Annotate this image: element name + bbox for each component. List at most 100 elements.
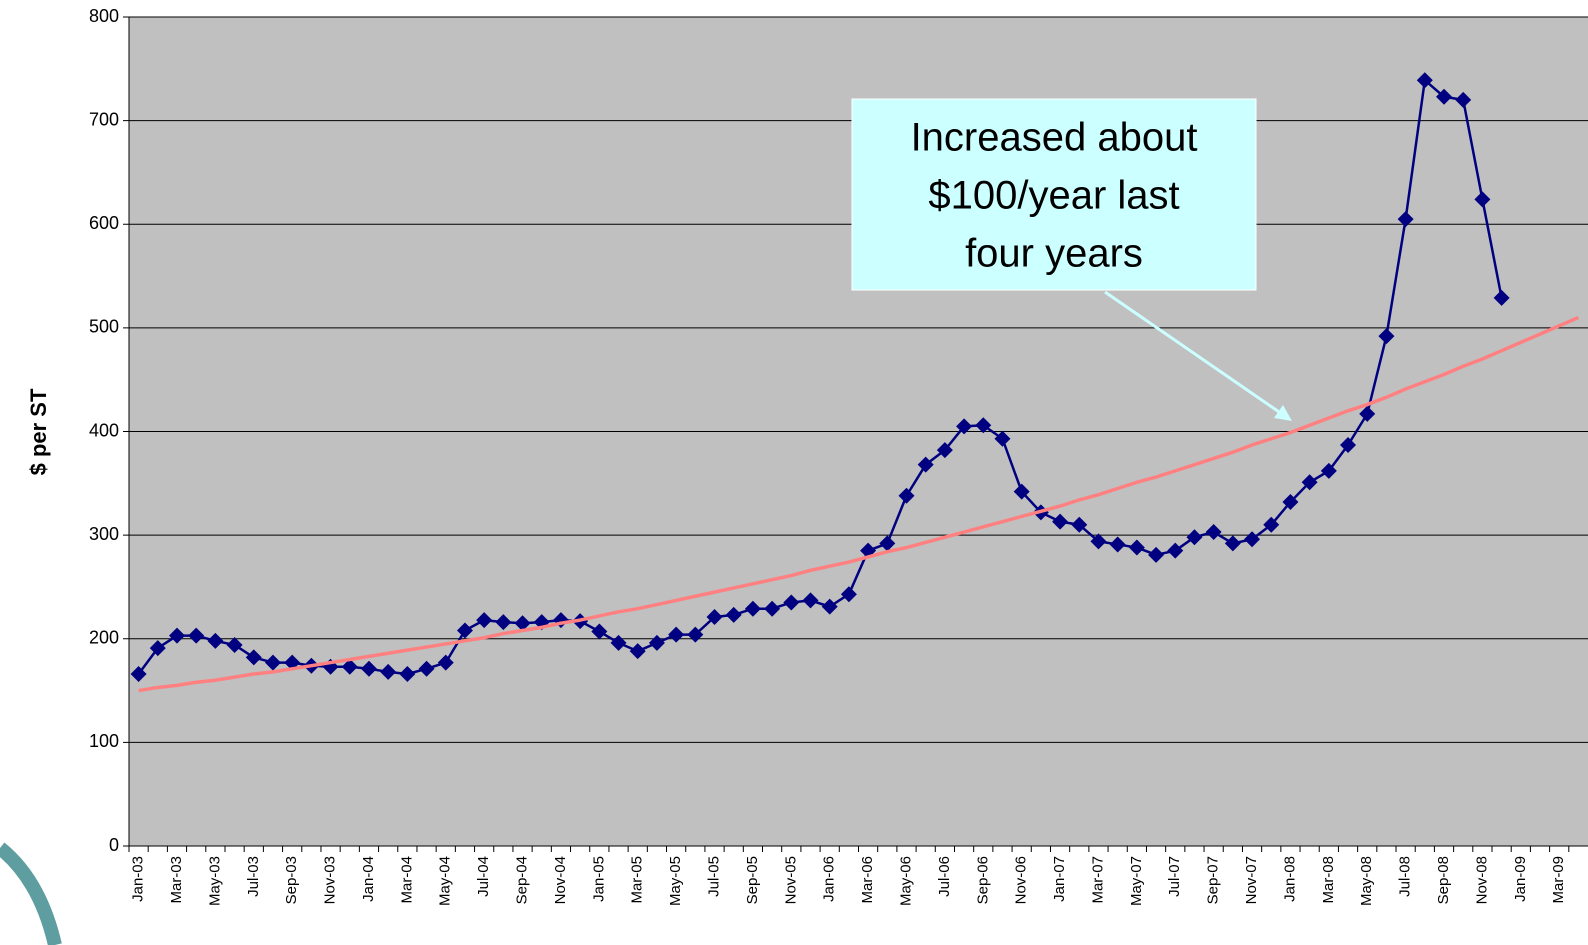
data-point (495, 614, 512, 631)
data-point (975, 417, 992, 434)
y-tick-label: 300 (89, 524, 119, 544)
data-point (725, 606, 742, 623)
y-tick-label: 800 (89, 6, 119, 26)
data-point (380, 663, 397, 680)
x-tick-label: Sep-08 (1435, 856, 1452, 904)
data-point (1013, 483, 1030, 500)
x-tick-label: May-08 (1358, 856, 1375, 906)
data-point (1148, 546, 1165, 563)
x-tick-label: Sep-03 (283, 856, 300, 904)
data-point (1320, 462, 1337, 479)
data-point (1340, 436, 1357, 453)
data-point (1052, 513, 1069, 530)
x-tick-label: Jul-06 (936, 856, 953, 897)
x-tick-label: Mar-06 (859, 856, 876, 904)
data-point (917, 456, 934, 473)
data-point (1378, 328, 1395, 345)
data-point (456, 622, 473, 639)
data-point (956, 418, 973, 435)
x-tick-label: Jan-05 (590, 856, 607, 902)
x-tick-label: Jan-07 (1051, 856, 1068, 902)
data-point (1244, 531, 1261, 548)
data-point (188, 627, 205, 644)
data-point (648, 634, 665, 651)
data-point (687, 626, 704, 643)
data-point (783, 594, 800, 611)
data-point (1416, 72, 1433, 89)
data-point (1282, 493, 1299, 510)
annotation-text: four years (965, 232, 1143, 276)
data-point (264, 654, 281, 671)
x-tick-label: May-06 (897, 856, 914, 906)
decoration (0, 842, 62, 945)
data-point (418, 660, 435, 677)
x-tick-label: May-03 (206, 856, 223, 906)
data-point (1071, 516, 1088, 533)
data-point (1436, 88, 1453, 105)
data-point (610, 634, 627, 651)
data-point (1493, 289, 1510, 306)
annotation-text: $100/year last (928, 174, 1179, 218)
x-tick-label: Mar-07 (1089, 856, 1106, 904)
data-point (802, 592, 819, 609)
data-point (764, 600, 781, 617)
data-point (130, 665, 147, 682)
data-point (898, 487, 915, 504)
data-point (245, 649, 262, 666)
x-tick-label: Jan-08 (1281, 856, 1298, 902)
x-tick-label: Nov-08 (1473, 856, 1490, 904)
data-point (437, 654, 454, 671)
y-tick-label: 0 (109, 835, 119, 855)
annotation-box (851, 98, 1257, 291)
data-point (399, 665, 416, 682)
x-tick-label: Mar-05 (629, 856, 646, 904)
data-point (1397, 211, 1414, 228)
data-point (1455, 91, 1472, 108)
x-tick-label: Sep-07 (1205, 856, 1222, 904)
x-tick-label: Jan-03 (130, 856, 147, 902)
data-point (706, 608, 723, 625)
x-tick-label: Mar-08 (1320, 856, 1337, 904)
x-tick-label: Jul-07 (1166, 856, 1183, 897)
data-point (821, 598, 838, 615)
series-line (138, 315, 1580, 693)
data-point (341, 658, 358, 675)
x-tick-label: Jan-06 (821, 856, 838, 902)
annotation-arrowhead (1274, 405, 1292, 421)
data-point (668, 626, 685, 643)
data-point (1128, 539, 1145, 556)
data-point (207, 632, 224, 649)
x-tick-label: Sep-05 (744, 856, 761, 904)
data-point (1224, 535, 1241, 552)
data-point (360, 660, 377, 677)
data-point (1090, 533, 1107, 550)
x-tick-label: Mar-09 (1550, 856, 1567, 904)
data-point (1301, 474, 1318, 491)
data-point (840, 586, 857, 603)
y-tick-label: 400 (89, 420, 119, 440)
x-tick-label: Nov-03 (322, 856, 339, 904)
data-point (629, 643, 646, 660)
data-point (879, 535, 896, 552)
x-tick-label: Mar-03 (168, 856, 185, 904)
data-point (226, 636, 243, 653)
data-point (994, 430, 1011, 447)
data-point (514, 615, 531, 632)
x-tick-label: Mar-04 (398, 856, 415, 904)
annotation-arrow (1104, 290, 1283, 416)
x-tick-label: Nov-04 (552, 856, 569, 904)
x-tick-label: Nov-05 (782, 856, 799, 904)
x-tick-label: Jan-04 (360, 856, 377, 902)
y-tick-label: 500 (89, 317, 119, 337)
annotation-text: Increased about (911, 116, 1198, 160)
data-point (591, 623, 608, 640)
data-point (1359, 405, 1376, 422)
data-point (476, 612, 493, 629)
x-tick-label: Nov-06 (1013, 856, 1030, 904)
y-axis-label: $ per ST (26, 388, 51, 475)
y-tick-label: 100 (89, 731, 119, 751)
y-tick-label: 200 (89, 628, 119, 648)
x-tick-label: Sep-04 (514, 856, 531, 904)
x-tick-label: Jul-05 (705, 856, 722, 897)
